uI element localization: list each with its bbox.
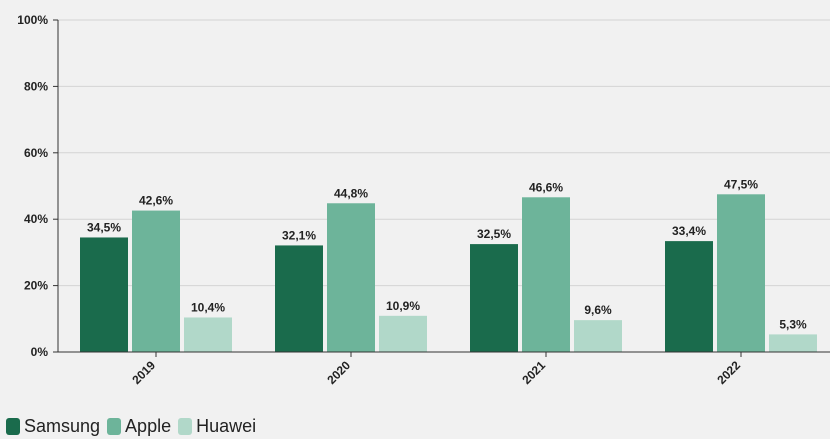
legend-item-samsung: Samsung: [6, 416, 100, 437]
data-label-samsung-2021: 32,5%: [477, 227, 511, 241]
data-label-huawei-2022: 5,3%: [779, 317, 807, 331]
data-label-samsung-2019: 34,5%: [87, 220, 121, 234]
data-label-samsung-2020: 32,1%: [282, 228, 316, 242]
data-label-huawei-2021: 9,6%: [584, 303, 612, 317]
y-axis-tick-labels: 0% 20% 40% 60% 80% 100%: [17, 13, 48, 359]
data-label-apple-2022: 47,5%: [724, 177, 758, 191]
data-label-apple-2020: 44,8%: [334, 186, 368, 200]
y-tick-label-40: 40%: [24, 212, 48, 226]
bar-apple-2019: [132, 210, 180, 352]
bar-samsung-2021: [470, 244, 518, 352]
data-label-huawei-2019: 10,4%: [191, 300, 225, 314]
bar-apple-2022: [717, 194, 765, 352]
y-tick-label-20: 20%: [24, 279, 48, 293]
legend-swatch-apple: [107, 417, 122, 435]
bar-apple-2020: [327, 203, 375, 352]
x-tick-label-2020: 2020: [324, 358, 353, 387]
data-label-apple-2021: 46,6%: [529, 180, 563, 194]
legend: Samsung Apple Huawei: [6, 414, 263, 438]
bars: [80, 194, 817, 352]
x-tick-label-2022: 2022: [714, 358, 743, 387]
bar-samsung-2020: [275, 245, 323, 352]
legend-item-apple: Apple: [107, 416, 171, 437]
y-tick-label-80: 80%: [24, 79, 48, 93]
y-tick-label-60: 60%: [24, 146, 48, 160]
data-label-apple-2019: 42,6%: [139, 194, 173, 208]
x-axis-tick-labels: 2019 2020 2021 2022: [129, 352, 743, 387]
legend-label-apple: Apple: [125, 415, 172, 436]
bar-samsung-2019: [80, 237, 128, 352]
legend-item-huawei: Huawei: [178, 416, 256, 437]
x-tick-label-2021: 2021: [519, 358, 548, 387]
y-tick-label-0: 0%: [31, 345, 49, 359]
legend-label-huawei: Huawei: [196, 415, 257, 436]
bar-huawei-2022: [769, 334, 817, 352]
bar-huawei-2020: [379, 315, 427, 352]
data-label-huawei-2020: 10,9%: [386, 299, 420, 313]
bar-huawei-2021: [574, 320, 622, 352]
legend-swatch-samsung: [6, 417, 20, 435]
legend-swatch-huawei: [178, 417, 193, 435]
bar-samsung-2022: [665, 241, 713, 352]
legend-label-samsung: Samsung: [24, 415, 101, 436]
data-label-samsung-2022: 33,4%: [672, 224, 706, 238]
bar-apple-2021: [522, 197, 570, 352]
x-tick-label-2019: 2019: [129, 358, 158, 387]
y-tick-label-100: 100%: [17, 13, 48, 27]
bar-huawei-2019: [184, 317, 232, 352]
data-labels: 34,5% 42,6% 10,4% 32,1% 44,8% 10,9% 32,5% 46,6%…: [87, 177, 807, 331]
